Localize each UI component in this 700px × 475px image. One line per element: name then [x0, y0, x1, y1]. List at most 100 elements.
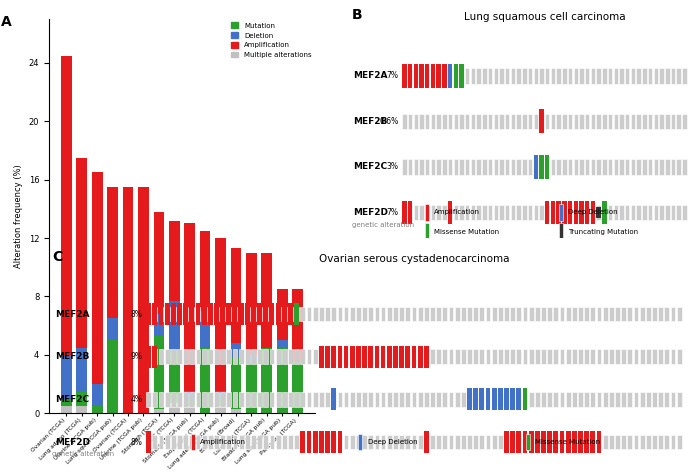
Bar — [648, 114, 652, 129]
Text: C: C — [52, 250, 62, 264]
Bar — [184, 399, 195, 406]
Bar — [559, 435, 564, 449]
Text: Ovarian serous cystadenocarcinoma: Ovarian serous cystadenocarcinoma — [318, 254, 509, 264]
Bar — [470, 114, 475, 129]
Bar — [436, 205, 441, 220]
Bar — [585, 200, 589, 224]
Bar — [522, 159, 526, 175]
Bar — [470, 68, 475, 84]
Bar — [547, 307, 552, 321]
Bar — [381, 346, 386, 368]
Bar — [331, 346, 336, 368]
Bar — [559, 350, 564, 364]
Bar — [568, 159, 573, 175]
Bar — [405, 392, 410, 407]
Bar — [146, 435, 151, 449]
Bar — [294, 350, 299, 364]
Bar — [195, 307, 200, 321]
Bar — [627, 435, 632, 449]
Bar — [659, 68, 664, 84]
Bar — [263, 303, 268, 325]
Bar — [414, 159, 418, 175]
Bar — [566, 392, 570, 407]
Bar — [578, 392, 583, 407]
Bar — [195, 392, 200, 407]
Bar — [368, 307, 373, 321]
Bar — [202, 392, 206, 407]
Bar — [292, 362, 303, 413]
Bar — [659, 205, 664, 220]
Text: A: A — [1, 15, 12, 29]
Bar — [545, 200, 550, 224]
Bar — [319, 307, 324, 321]
Bar — [412, 307, 416, 321]
Text: MEF2B: MEF2B — [354, 117, 388, 126]
Bar — [498, 435, 503, 449]
Bar — [399, 392, 404, 407]
Text: MEF2B: MEF2B — [55, 352, 90, 361]
Bar — [190, 435, 195, 449]
Bar — [356, 392, 360, 407]
Text: 4%: 4% — [130, 395, 143, 404]
Bar — [402, 159, 407, 175]
Bar — [511, 159, 515, 175]
Bar — [465, 68, 470, 84]
Bar — [331, 388, 336, 410]
Bar — [682, 114, 687, 129]
Bar — [491, 388, 496, 410]
Bar — [319, 350, 324, 364]
Bar — [622, 350, 626, 364]
Bar — [153, 435, 158, 449]
Bar — [504, 435, 509, 449]
Bar — [671, 159, 676, 175]
Bar — [362, 350, 367, 364]
Bar — [202, 307, 206, 321]
Bar — [393, 350, 398, 364]
Bar — [533, 114, 538, 129]
Bar — [199, 231, 211, 311]
Bar — [654, 205, 658, 220]
Bar — [494, 68, 498, 84]
Bar — [245, 307, 250, 321]
Bar — [190, 392, 195, 407]
Bar — [368, 350, 373, 364]
Bar — [562, 159, 566, 175]
Bar — [584, 350, 589, 364]
Bar — [424, 346, 428, 368]
Bar — [313, 350, 318, 364]
Bar — [171, 307, 176, 321]
Bar — [491, 392, 496, 407]
Bar — [664, 307, 669, 321]
Bar — [470, 205, 475, 220]
Bar — [573, 200, 578, 224]
Bar — [488, 205, 492, 220]
Bar — [276, 392, 281, 407]
Bar — [634, 392, 638, 407]
Bar — [454, 64, 458, 87]
Bar — [288, 303, 293, 325]
Bar — [539, 205, 544, 220]
Bar — [307, 392, 312, 407]
Bar — [424, 392, 428, 407]
Bar — [627, 350, 632, 364]
Bar — [239, 350, 244, 364]
Bar — [494, 205, 498, 220]
Bar — [246, 253, 257, 355]
Y-axis label: Alteration frequency (%): Alteration frequency (%) — [14, 164, 23, 268]
Bar — [393, 346, 398, 368]
Bar — [504, 307, 509, 321]
Bar — [362, 435, 367, 449]
Bar — [276, 348, 288, 413]
Text: genetic alteration: genetic alteration — [52, 451, 114, 456]
Bar — [676, 68, 681, 84]
Bar — [319, 435, 324, 449]
Bar — [251, 392, 256, 407]
Bar — [596, 392, 601, 407]
Bar — [307, 307, 312, 321]
Bar — [399, 350, 404, 364]
Bar — [153, 314, 164, 336]
Bar — [545, 68, 550, 84]
Bar — [622, 435, 626, 449]
Bar — [282, 350, 287, 364]
Bar — [261, 348, 272, 413]
